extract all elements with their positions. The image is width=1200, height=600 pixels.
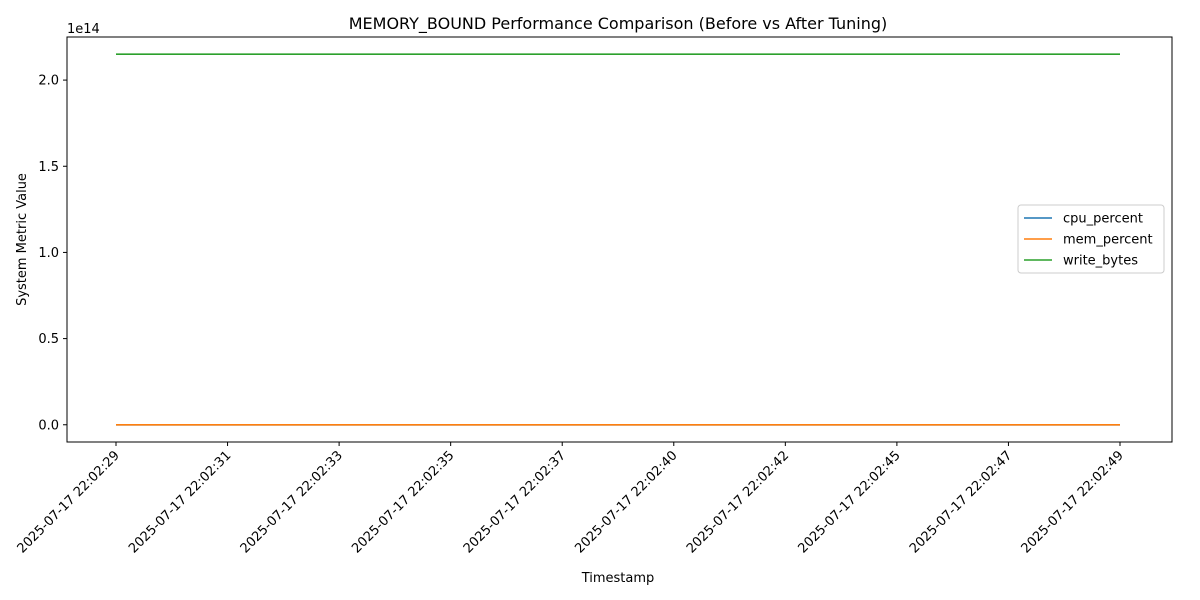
series-layer xyxy=(116,53,1120,426)
x-tick-label: 2025-07-17 22:02:49 xyxy=(1019,448,1127,556)
y-axis-label: System Metric Value xyxy=(15,173,30,306)
y-tick-label: 0.0 xyxy=(38,418,59,433)
y-tick-label: 0.5 xyxy=(38,332,59,347)
legend-box xyxy=(1017,204,1165,274)
x-tick-label: 2025-07-17 22:02:42 xyxy=(684,448,792,556)
x-tick-label: 2025-07-17 22:02:45 xyxy=(795,448,903,556)
chart-title: MEMORY_BOUND Performance Comparison (Bef… xyxy=(349,14,888,34)
x-tick-label: 2025-07-17 22:02:31 xyxy=(126,448,234,556)
y-axis-offset-label: 1e14 xyxy=(67,22,100,37)
legend-label-cpu-percent: cpu_percent xyxy=(1063,212,1143,227)
x-tick-label: 2025-07-17 22:02:33 xyxy=(238,448,346,556)
legend: cpu_percent mem_percent write_bytes xyxy=(1017,204,1165,274)
y-tick-label: 1.0 xyxy=(38,246,59,261)
legend-label-mem-percent: mem_percent xyxy=(1063,233,1153,248)
y-tick-label: 2.0 xyxy=(38,74,59,89)
legend-label-write-bytes: write_bytes xyxy=(1063,254,1138,269)
x-tick-label: 2025-07-17 22:02:47 xyxy=(907,448,1015,556)
x-tick-label: 2025-07-17 22:02:35 xyxy=(349,448,457,556)
x-axis-label: Timestamp xyxy=(581,571,655,586)
x-tick-label: 2025-07-17 22:02:29 xyxy=(15,448,123,556)
x-tick-label: 2025-07-17 22:02:40 xyxy=(572,448,680,556)
plot-frame xyxy=(66,36,1173,443)
x-tick-label: 2025-07-17 22:02:37 xyxy=(461,448,569,556)
y-tick-label: 1.5 xyxy=(38,160,59,175)
